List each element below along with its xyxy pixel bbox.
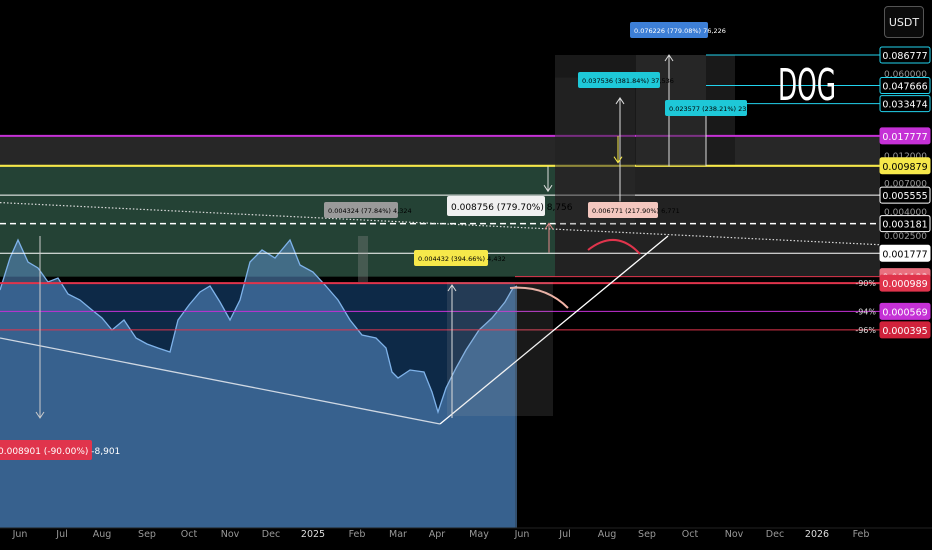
measure-box-3 xyxy=(358,236,368,282)
price-tag-text-12: 0.000395 xyxy=(882,326,927,337)
price-tag-text-6: 0.005555 xyxy=(882,191,927,202)
price-tag-0.033474: 0.033474 xyxy=(879,95,931,113)
price-tag-0.003181: 0.003181 xyxy=(879,215,931,233)
x-tick-8: 2025 xyxy=(301,529,325,540)
x-tick-16: Sep xyxy=(638,529,656,540)
x-tick-21: Feb xyxy=(853,529,870,540)
price-tag-0.000395: 0.000395 xyxy=(879,321,931,339)
x-tick-6: Nov xyxy=(221,529,240,540)
upper-gray-zone xyxy=(0,135,880,166)
price-line xyxy=(0,238,518,415)
price-tag-0.005555: 0.005555 xyxy=(879,186,931,204)
price-tag-text-3: 0.033474 xyxy=(882,100,927,111)
x-tick-3: Aug xyxy=(93,529,112,540)
price-tag-0.000989: 0.000989 xyxy=(879,274,931,292)
x-tick-4: Sep xyxy=(138,529,156,540)
y-tick-1: 0.060000 xyxy=(884,70,927,80)
percent-label-3: -96% xyxy=(855,326,876,335)
y-tick-4: 0.004000 xyxy=(884,208,927,218)
price-tag-0.001777: 0.001777 xyxy=(879,244,931,262)
price-tag-text-7: 0.003181 xyxy=(882,220,927,231)
y-tick-3: 0.007000 xyxy=(884,179,927,189)
measure-box-1 xyxy=(555,77,635,224)
symbol-label: DOG xyxy=(778,60,836,111)
arrow-7-head xyxy=(35,411,45,419)
price-tag-text-1: 0.086777 xyxy=(882,51,927,62)
measure-label-4: 0.004324 (77.84%) 4,324 xyxy=(324,202,412,218)
currency-button[interactable]: USDT xyxy=(884,6,924,38)
price-tag-0.009879: 0.009879 xyxy=(879,157,931,175)
measure-label-7: 0.004432 (394.66%) 4,432 xyxy=(414,250,506,266)
lower-trendline xyxy=(0,337,441,425)
x-tick-5: Oct xyxy=(181,529,198,540)
x-tick-7: Dec xyxy=(262,529,280,540)
price-tag-0.047666: 0.047666 xyxy=(879,77,931,95)
x-tick-1: Jun xyxy=(12,529,28,540)
measure-label-text-1: 0.076226 (779.08%) 76,226 xyxy=(634,27,726,35)
measure-label-text-5: 0.008756 (779.70%) 8,756 xyxy=(451,203,573,213)
x-tick-2: Jul xyxy=(55,529,67,540)
x-tick-9: Feb xyxy=(349,529,366,540)
price-tag-text-4: 0.017777 xyxy=(882,132,927,143)
measure-label-text-6: 0.006771 (217.90%) 6,771 xyxy=(592,207,680,215)
rising-trendline xyxy=(439,235,669,425)
price-area xyxy=(0,240,517,528)
x-tick-17: Oct xyxy=(682,529,699,540)
y-tick-5: 0.002500 xyxy=(884,232,927,242)
x-tick-15: Aug xyxy=(598,529,617,540)
measure-label-3: 0.023577 (238.21%) 23,577 xyxy=(665,100,761,116)
arrow-4-head xyxy=(543,184,553,193)
measure-label-1: 0.076226 (779.08%) 76,226 xyxy=(630,22,726,38)
percent-label-1: -90% xyxy=(855,279,876,288)
measure-label-6: 0.006771 (217.90%) 6,771 xyxy=(588,202,680,218)
x-tick-12: May xyxy=(469,529,489,540)
price-tag-0.000569: 0.000569 xyxy=(879,302,931,320)
x-tick-14: Jul xyxy=(558,529,570,540)
pink-curve xyxy=(509,286,569,309)
x-tick-18: Nov xyxy=(725,529,744,540)
measure-label-text-3: 0.023577 (238.21%) 23,577 xyxy=(669,105,761,113)
measure-label-text-2: 0.037536 (381.84%) 37,536 xyxy=(582,77,674,85)
measure-label-5: 0.008756 (779.70%) 8,756 xyxy=(447,196,573,216)
percent-label-2: -94% xyxy=(855,307,876,316)
x-tick-11: Apr xyxy=(429,529,446,540)
arrow-2-head xyxy=(664,54,674,62)
arrow-1-head xyxy=(615,97,625,105)
arrow-5-head xyxy=(544,222,554,230)
price-tag-text-8: 0.001777 xyxy=(882,249,927,260)
arrow-6-head xyxy=(613,156,623,164)
measure-label-text-7: 0.004432 (394.66%) 4,432 xyxy=(418,255,506,263)
arrow-8-head xyxy=(447,284,457,292)
y-tick-2: 0.012000 xyxy=(884,152,927,162)
price-tag-text-10: 0.000989 xyxy=(882,279,927,290)
red-arc xyxy=(587,238,641,255)
x-tick-20: 2026 xyxy=(805,529,829,540)
price-tag-0.086777: 0.086777 xyxy=(879,46,931,64)
price-tag-text-5: 0.009879 xyxy=(882,162,927,173)
x-tick-10: Mar xyxy=(389,529,407,540)
measure-label-text-8: 0.008901 (-90.00%) -8,901 xyxy=(0,447,120,457)
x-tick-19: Dec xyxy=(766,529,784,540)
price-tag-0.017777: 0.017777 xyxy=(879,127,931,145)
measure-label-text-4: 0.004324 (77.84%) 4,324 xyxy=(328,207,412,215)
price-tag-text-11: 0.000569 xyxy=(882,307,927,318)
measure-label-2: 0.037536 (381.84%) 37,536 xyxy=(578,72,674,88)
price-tag-text-2: 0.047666 xyxy=(882,82,927,93)
x-tick-13: Jun xyxy=(514,529,530,540)
measure-label-8: 0.008901 (-90.00%) -8,901 xyxy=(0,440,120,460)
measure-box-4 xyxy=(447,282,553,416)
